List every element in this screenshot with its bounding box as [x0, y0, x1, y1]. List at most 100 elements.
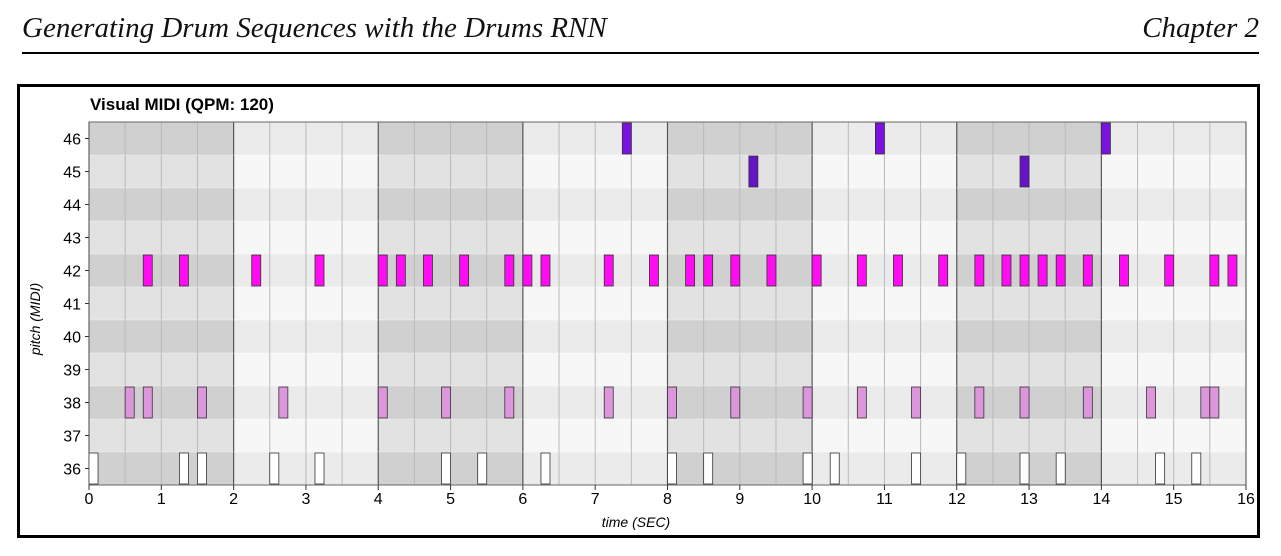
note-36	[1055, 452, 1066, 485]
note-36	[1155, 452, 1166, 485]
page-header: Generating Drum Sequences with the Drums…	[22, 8, 1259, 54]
note-38	[603, 386, 614, 419]
note-36	[956, 452, 967, 485]
x-tick-label: 12	[948, 491, 966, 508]
note-42	[251, 254, 262, 287]
note-36	[829, 452, 840, 485]
note-38	[377, 386, 388, 419]
note-46	[1100, 122, 1111, 155]
x-tick-label: 7	[591, 491, 600, 508]
y-tick-label: 38	[63, 396, 81, 413]
x-tick-label: 14	[1092, 491, 1110, 508]
y-axis-label: pitch (MIDI)	[27, 283, 43, 356]
x-axis-label: time (SEC)	[602, 514, 670, 530]
note-42	[423, 254, 433, 287]
note-42	[603, 254, 614, 287]
x-tick-label: 6	[518, 491, 527, 508]
note-42	[1164, 254, 1175, 287]
note-42	[1055, 254, 1066, 287]
note-42	[1037, 254, 1048, 287]
figure-frame: 36 37 38 39 40 41 42 43 44 45 46 0 1 2 3 4 5 6 7 8 9 10 11 12 13…	[17, 84, 1260, 538]
chart-title: Visual MIDI (QPM: 120)	[90, 95, 274, 114]
note-36	[1191, 452, 1202, 485]
x-tick-label: 9	[735, 491, 744, 508]
note-38	[124, 386, 135, 419]
note-42	[1001, 254, 1012, 287]
x-tick-label: 4	[374, 491, 383, 508]
note-46	[874, 122, 885, 155]
note-36	[802, 452, 813, 485]
y-tick-label: 41	[63, 297, 81, 314]
note-38	[1082, 386, 1093, 419]
note-38	[504, 386, 515, 419]
x-tick-label: 10	[803, 491, 821, 508]
note-36	[441, 452, 451, 485]
y-tick-label: 43	[63, 231, 81, 248]
y-tick-label: 46	[63, 132, 81, 149]
note-42	[766, 254, 777, 287]
note-42	[856, 254, 867, 287]
note-42	[685, 254, 696, 287]
note-36	[269, 452, 280, 485]
note-42	[540, 254, 551, 287]
note-42	[649, 254, 659, 287]
page-header-title: Generating Drum Sequences with the Drums…	[22, 12, 607, 44]
note-42	[1209, 254, 1220, 287]
note-38	[1209, 386, 1220, 419]
note-38	[911, 386, 921, 419]
note-38	[1019, 386, 1030, 419]
note-38	[856, 386, 867, 419]
x-tick-label: 8	[663, 491, 672, 508]
x-tick-label: 1	[157, 491, 166, 508]
y-tick-label: 44	[63, 198, 81, 215]
note-38	[1200, 386, 1211, 419]
note-42	[811, 254, 822, 287]
note-36	[88, 452, 99, 485]
x-tick-label: 5	[446, 491, 455, 508]
note-38	[441, 386, 451, 419]
note-38	[278, 386, 289, 419]
x-tick-label: 13	[1020, 491, 1038, 508]
note-42	[395, 254, 406, 287]
note-42	[377, 254, 388, 287]
note-38	[974, 386, 985, 419]
y-tick-label: 42	[63, 264, 81, 281]
note-42	[938, 254, 949, 287]
note-42	[1227, 254, 1238, 287]
note-42	[730, 254, 741, 287]
note-42	[1019, 254, 1030, 287]
note-36	[540, 452, 551, 485]
x-tick-label: 11	[876, 491, 893, 508]
note-42	[893, 254, 903, 287]
note-42	[703, 254, 714, 287]
x-tick-label: 16	[1237, 491, 1255, 508]
note-42	[974, 254, 985, 287]
y-tick-label: 45	[63, 165, 81, 182]
note-42	[1119, 254, 1129, 287]
note-36	[178, 452, 189, 485]
x-tick-label: 15	[1165, 491, 1183, 508]
note-38	[730, 386, 741, 419]
note-46	[621, 122, 632, 155]
note-45	[1019, 155, 1030, 188]
note-45	[748, 155, 759, 188]
note-36	[314, 452, 325, 485]
note-38	[197, 386, 207, 419]
note-42	[1082, 254, 1093, 287]
note-42	[504, 254, 515, 287]
y-tick-label: 40	[63, 330, 81, 347]
note-42	[142, 254, 153, 287]
note-36	[197, 452, 207, 485]
note-38	[142, 386, 153, 419]
y-tick-label: 39	[63, 363, 81, 380]
note-36	[703, 452, 714, 485]
y-tick-label: 36	[63, 462, 81, 479]
note-42	[178, 254, 189, 287]
note-36	[477, 452, 488, 485]
page-header-chapter: Chapter 2	[1142, 12, 1259, 44]
x-tick-label: 3	[301, 491, 310, 508]
note-42	[459, 254, 470, 287]
note-42	[522, 254, 533, 287]
y-tick-label: 37	[63, 429, 81, 446]
